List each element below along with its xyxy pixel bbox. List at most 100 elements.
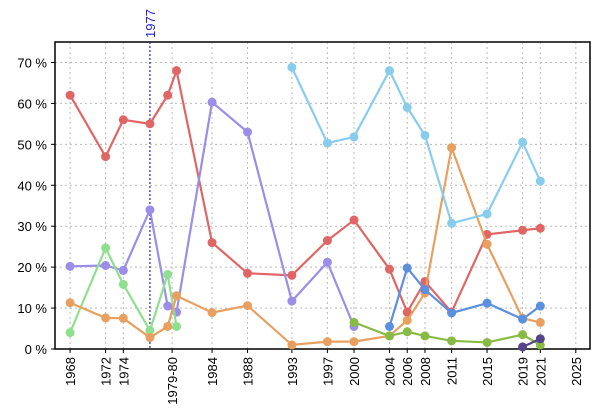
x-tick-label: 2011 [445,357,460,385]
data-point [384,264,394,274]
data-point [447,336,457,346]
data-point [322,236,332,246]
data-point [535,223,545,233]
data-point [447,308,457,318]
data-point [101,313,111,323]
data-point [482,239,492,249]
data-point [518,314,528,324]
x-tick-label: 2004 [382,357,397,386]
data-point [172,321,182,331]
data-point [287,340,297,350]
data-point [207,97,217,107]
y-tick-label: 10 % [17,301,47,316]
data-point [384,321,394,331]
y-tick-label: 40 % [17,178,47,193]
series-line [69,143,541,347]
y-tick-label: 20 % [17,260,47,275]
data-point [65,328,75,338]
data-point [163,90,173,100]
y-tick-label: 50 % [17,137,47,152]
data-point [145,326,155,336]
reference-label: 1977 [143,9,158,38]
data-point [349,317,359,327]
data-point [402,327,412,337]
data-point [535,176,545,186]
x-tick-label: 2019 [516,357,531,386]
y-tick-label: 0 % [25,342,48,357]
data-point [518,137,528,147]
x-tick-label: 1993 [285,357,300,386]
data-point [322,337,332,347]
data-point [145,205,155,215]
y-tick-label: 70 % [17,55,47,70]
series-line [388,265,541,327]
data-point [447,218,457,228]
x-tick-label: 1984 [205,357,220,386]
data-point [384,66,394,76]
series-line [69,245,178,334]
data-point [322,138,332,148]
data-point [65,261,75,271]
data-point [163,270,173,280]
data-point [535,317,545,327]
y-tick-label: 30 % [17,219,47,234]
data-point [65,90,75,100]
data-point [118,265,128,275]
data-point [101,260,111,270]
data-point [243,268,253,278]
data-point [65,298,75,308]
x-tick-label: 1972 [99,357,114,386]
x-tick-label: 1979-80 [165,357,180,405]
data-point [349,132,359,142]
data-point [163,321,173,331]
data-point [172,291,182,301]
data-point [287,296,297,306]
data-point [535,301,545,311]
x-tick-label: 2006 [400,357,415,386]
data-point [207,238,217,248]
data-point [172,66,182,76]
data-point [145,333,155,343]
data-point [145,119,155,129]
data-point [287,270,297,280]
x-tick-label: 1974 [116,357,131,386]
data-point [349,337,359,347]
x-tick-label: 1988 [241,357,256,386]
data-point [163,301,173,311]
x-tick-label: 2000 [347,357,362,386]
data-point [101,243,111,253]
data-point [402,102,412,112]
data-point [118,115,128,125]
data-point [402,315,412,325]
y-tick-label: 60 % [17,96,47,111]
data-point [402,307,412,317]
data-point [518,225,528,235]
data-point [118,279,128,289]
data-point [482,298,492,308]
data-point [207,308,217,318]
data-point [518,342,528,352]
x-tick-label: 2008 [418,357,433,386]
data-point [322,257,332,267]
x-tick-label: 2015 [480,357,495,386]
series-line [69,66,541,315]
x-tick-label: 2025 [569,357,584,386]
data-point [420,285,430,295]
data-point [447,143,457,153]
data-point [420,331,430,341]
data-point [243,301,253,311]
data-point [518,330,528,340]
data-point [420,130,430,140]
data-point [535,334,545,344]
data-point [118,313,128,323]
data-point [101,152,111,162]
data-point [384,331,394,341]
x-tick-label: 1968 [63,357,78,386]
x-tick-label: 1997 [320,357,335,386]
data-point [287,62,297,72]
x-tick-label: 2021 [533,357,548,386]
data-point [402,263,412,273]
data-point [482,209,492,219]
plot-frame [54,41,591,350]
